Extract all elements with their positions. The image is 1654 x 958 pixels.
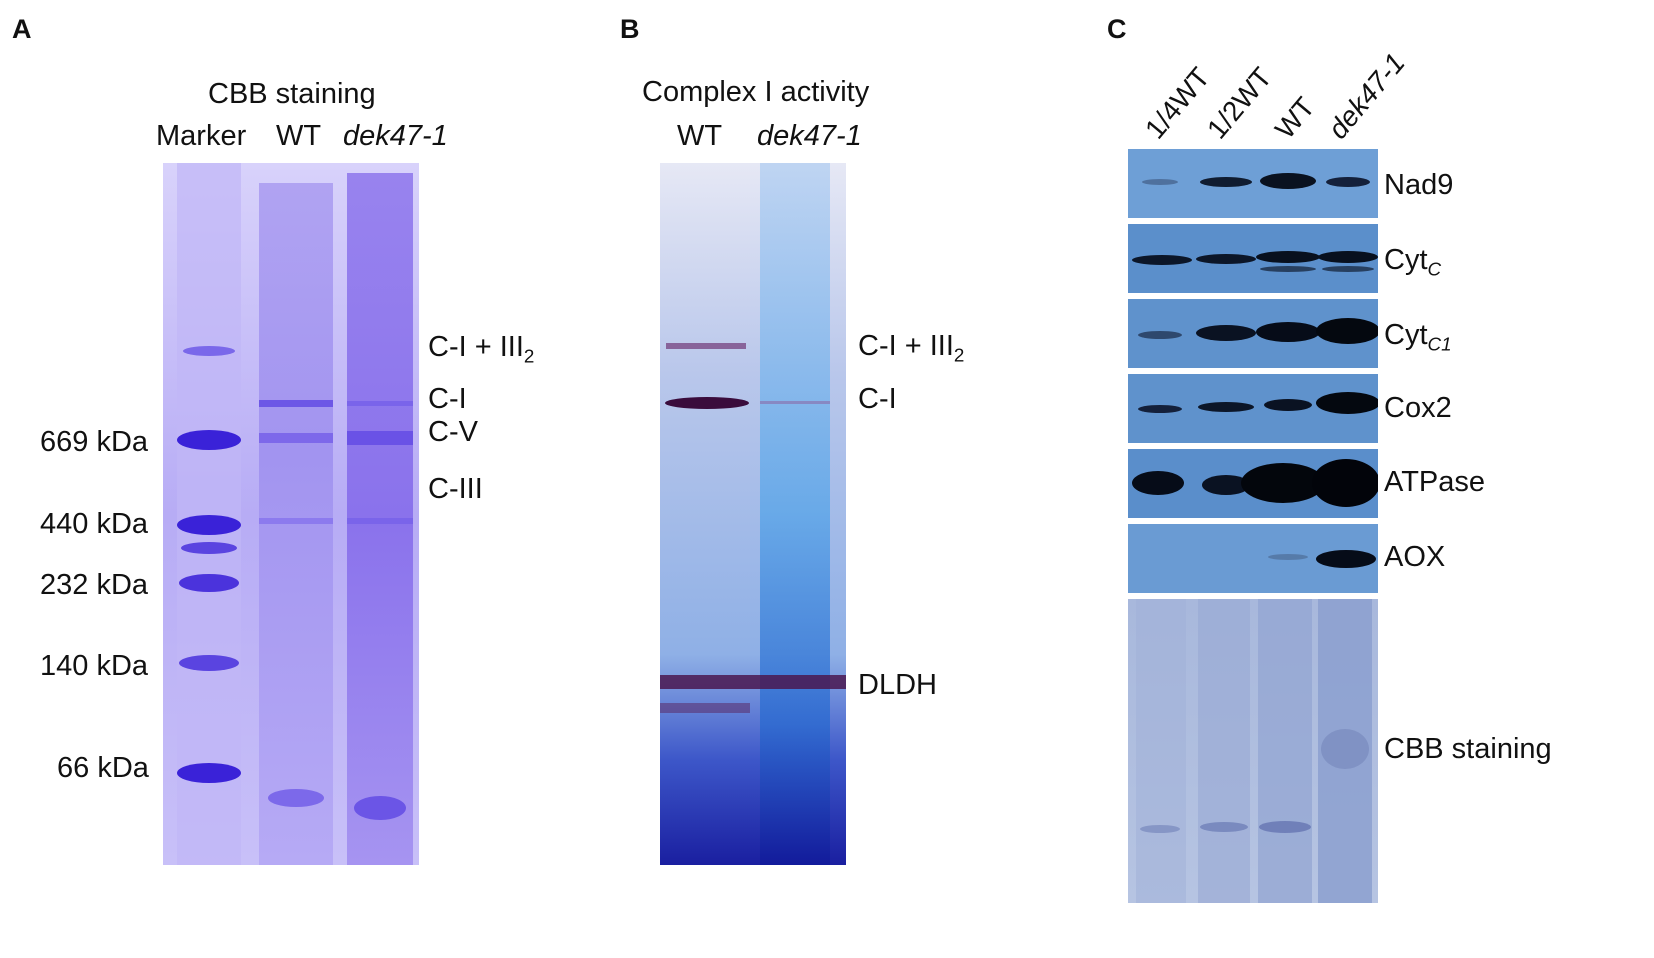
lane-label-mutant-b: dek47-1 xyxy=(757,120,862,152)
marker-band-669 xyxy=(177,430,241,450)
dldh-label: DLDH xyxy=(858,669,937,701)
activity-band-c1-iii2 xyxy=(666,343,746,349)
band-wt-c5 xyxy=(259,433,333,443)
band-mut-c1 xyxy=(347,401,413,406)
row-label-nad9: Nad9 xyxy=(1384,169,1454,201)
complex-c5-label-a: C-V xyxy=(428,416,478,448)
band-wt-c1 xyxy=(259,400,333,407)
lane-marker xyxy=(177,163,241,865)
marker-66-label: 66 kDa xyxy=(57,752,149,784)
complex-c1-iii2-label-b: C-I + III2 xyxy=(858,330,965,366)
marker-232-label: 232 kDa xyxy=(40,569,149,601)
marker-band-232 xyxy=(179,574,239,592)
band-wt-bottom xyxy=(268,789,324,807)
western-blots xyxy=(1128,149,1378,903)
row-label-cytc1: CytC1 xyxy=(1384,319,1452,355)
blot-cytc xyxy=(1128,224,1378,293)
blot-atpase xyxy=(1128,449,1378,518)
marker-band-66 xyxy=(177,763,241,783)
marker-band-440 xyxy=(177,515,241,535)
complex-c1-iii2-label-a: C-I + III2 xyxy=(428,331,535,367)
lane-label-wt-b: WT xyxy=(677,120,723,152)
marker-140-label: 140 kDa xyxy=(40,650,149,682)
panel-b-title: Complex I activity xyxy=(642,76,870,108)
lane-label-marker: Marker xyxy=(156,120,247,152)
activity-band-dldh xyxy=(660,675,846,689)
blot-cytc1 xyxy=(1128,299,1378,368)
lane-label-wt-c: WT xyxy=(1269,91,1321,145)
activity-band-c1-mut xyxy=(760,401,830,404)
blot-nad9 xyxy=(1128,149,1378,218)
activity-lane-mutant xyxy=(760,163,830,865)
band-mut-bottom xyxy=(354,796,406,820)
marker-band-extra xyxy=(181,542,237,554)
band-wt-c3 xyxy=(259,518,333,524)
row-label-cytc: CytC xyxy=(1384,244,1442,280)
activity-gel xyxy=(660,163,846,865)
band-mut-c5 xyxy=(347,431,413,445)
marker-669-label: 669 kDa xyxy=(40,426,149,458)
panel-c-letter: C xyxy=(1107,14,1127,44)
band-mut-c3 xyxy=(347,518,413,524)
marker-band-140 xyxy=(179,655,239,671)
lane-label-quarter-wt: 1/4WT xyxy=(1139,61,1216,145)
coomassie-gel xyxy=(163,163,419,865)
blot-cbb-staining xyxy=(1128,599,1378,903)
row-label-aox: AOX xyxy=(1384,541,1446,573)
lane-label-half-wt: 1/2WT xyxy=(1201,61,1278,145)
marker-band-top xyxy=(183,346,235,356)
row-label-cox2: Cox2 xyxy=(1384,392,1452,424)
row-label-atpase: ATPase xyxy=(1384,466,1486,498)
complex-c1-label-b: C-I xyxy=(858,383,897,415)
marker-440-label: 440 kDa xyxy=(40,508,149,540)
lane-label-mutant-c: dek47-1 xyxy=(1322,47,1411,145)
lane-label-wt-a: WT xyxy=(276,120,322,152)
blot-aox xyxy=(1128,524,1378,593)
complex-c3-label-a: C-III xyxy=(428,473,483,505)
lane-label-mutant-a: dek47-1 xyxy=(343,120,448,152)
complex-c1-label-a: C-I xyxy=(428,383,467,415)
panel-a-letter: A xyxy=(12,14,32,44)
blot-cox2 xyxy=(1128,374,1378,443)
activity-band-c1-wt xyxy=(665,397,749,409)
panel-b-letter: B xyxy=(620,14,640,44)
row-label-cbb: CBB staining xyxy=(1384,733,1552,765)
activity-band-dldh-2 xyxy=(660,703,750,713)
panel-a-title: CBB staining xyxy=(208,78,376,110)
